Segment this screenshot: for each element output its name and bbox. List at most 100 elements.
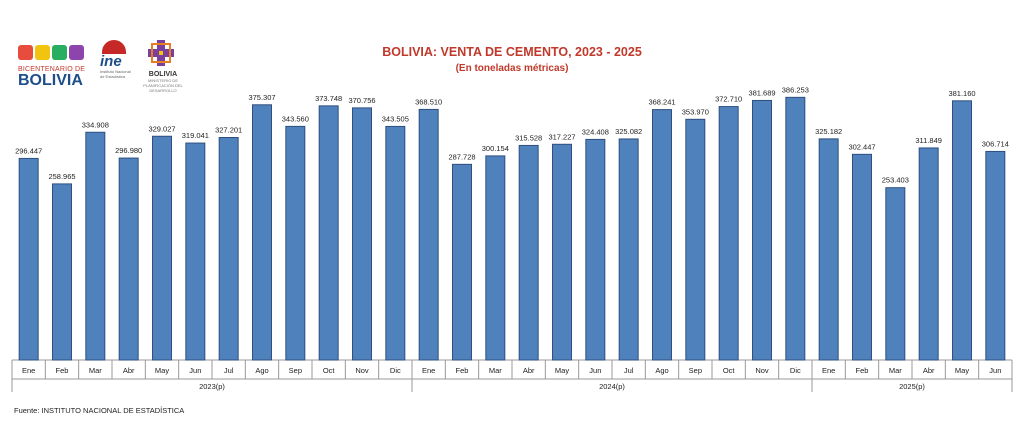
x-tick-label: Dic	[790, 366, 801, 375]
bar	[52, 183, 72, 361]
x-tick-label: Dic	[390, 366, 401, 375]
bar	[85, 131, 106, 361]
bar	[585, 138, 606, 361]
data-label: 325.182	[815, 127, 842, 136]
bar	[418, 108, 439, 361]
x-tick-label: Oct	[323, 366, 336, 375]
bar	[518, 144, 539, 361]
data-label: 315.528	[515, 133, 542, 142]
bar	[752, 99, 772, 361]
x-tick-label: Ago	[255, 366, 268, 375]
data-label: 300.154	[482, 144, 509, 153]
x-tick-label: Nov	[755, 366, 769, 375]
bar	[652, 109, 672, 361]
bar	[185, 142, 206, 361]
data-label: 302.447	[848, 142, 875, 151]
data-label: 386.253	[782, 85, 809, 94]
data-label: 311.849	[915, 136, 942, 145]
data-label: 353.970	[682, 107, 709, 116]
x-tick-label: Feb	[856, 366, 869, 375]
ine-line1: Instituto Nacional	[100, 69, 131, 74]
x-tick-label: Mar	[489, 366, 502, 375]
data-label: 343.560	[282, 114, 309, 123]
bar	[852, 153, 872, 361]
source-note: Fuente: INSTITUTO NACIONAL DE ESTADÍSTIC…	[14, 406, 185, 415]
bicentenario-emblem	[18, 40, 88, 64]
bar	[718, 106, 739, 361]
bar	[685, 118, 706, 361]
bar	[618, 138, 639, 361]
data-label: 319.041	[182, 131, 209, 140]
bar	[118, 157, 139, 361]
data-label: 306.714	[982, 139, 1009, 148]
data-label: 373.748	[315, 94, 342, 103]
data-label: 325.082	[615, 127, 642, 136]
bar	[985, 150, 1006, 361]
x-tick-label: Oct	[723, 366, 736, 375]
x-tick-label: Ago	[655, 366, 668, 375]
bar-chart: 296.447 Ene 258.965 Feb 334.908 Mar 296.980 Abr…	[11, 85, 1013, 392]
data-label: 287.728	[448, 152, 475, 161]
data-label: 329.027	[148, 124, 175, 133]
x-tick-label: Jun	[989, 366, 1001, 375]
data-label: 334.908	[82, 120, 109, 129]
x-tick-label: Jun	[189, 366, 201, 375]
estado-subtitle: MINISTERIO DE PLANIFICACIÓN DEL DESARROL…	[143, 78, 183, 93]
bar	[452, 163, 472, 361]
x-tick-label: Nov	[355, 366, 369, 375]
data-label: 258.965	[48, 172, 75, 181]
bicentenario-name: BOLIVIA	[18, 72, 83, 89]
bicentenario-subtitle: BICENTENARIO DE	[18, 66, 86, 73]
data-label: 343.505	[382, 114, 409, 123]
data-label: 368.510	[415, 97, 442, 106]
estado-logo: BOLIVIA MINISTERIO DE PLANIFICACIÓN DEL …	[138, 40, 188, 96]
year-group-label: 2024(p)	[599, 382, 625, 391]
data-label: 381.160	[948, 89, 975, 98]
ine-line2: de Estadística	[100, 74, 126, 79]
logo-group: BICENTENARIO DE BOLIVIA ine Instituto Na…	[18, 40, 183, 100]
chakana-emblem	[148, 40, 174, 66]
bar	[818, 138, 839, 361]
x-tick-label: Abr	[123, 366, 135, 375]
bar	[485, 155, 506, 361]
x-tick-label: Ene	[422, 366, 435, 375]
data-label: 317.227	[548, 132, 575, 141]
chart-subtitle: (En toneladas métricas)	[455, 63, 569, 74]
x-tick-label: Ene	[822, 366, 835, 375]
bar	[885, 187, 906, 361]
data-label: 368.241	[648, 98, 675, 107]
bar	[385, 125, 406, 361]
bar	[252, 104, 272, 361]
ine-emblem	[102, 40, 126, 54]
data-label: 375.307	[248, 93, 275, 102]
x-tick-label: Ene	[22, 366, 35, 375]
bar	[285, 125, 306, 361]
estado-name: BOLIVIA	[148, 71, 178, 78]
bar	[785, 96, 806, 361]
data-label: 370.756	[348, 96, 375, 105]
x-tick-label: Abr	[923, 366, 935, 375]
bar	[318, 105, 339, 361]
data-label: 381.689	[748, 88, 775, 97]
data-label: 324.408	[582, 127, 609, 136]
x-tick-label: Mar	[889, 366, 902, 375]
data-label: 327.201	[215, 126, 242, 135]
data-label: 296.447	[15, 146, 42, 155]
ine-name: ine	[100, 53, 122, 70]
chart-title: BOLIVIA: VENTA DE CEMENTO, 2023 - 2025	[382, 45, 642, 59]
year-group-label: 2023(p)	[199, 382, 225, 391]
bar	[152, 135, 172, 361]
x-tick-label: Sep	[289, 366, 302, 375]
bar	[218, 137, 239, 361]
data-label: 372.710	[715, 95, 742, 104]
bar	[952, 100, 972, 361]
x-tick-label: Jun	[589, 366, 601, 375]
bicentenario-logo: BICENTENARIO DE BOLIVIA	[18, 40, 88, 96]
bar	[352, 107, 372, 361]
x-tick-label: Jul	[224, 366, 234, 375]
x-tick-label: May	[155, 366, 169, 375]
x-tick-label: Mar	[89, 366, 102, 375]
bar	[18, 157, 39, 361]
year-group-label: 2025(p)	[899, 382, 925, 391]
x-tick-label: Abr	[523, 366, 535, 375]
